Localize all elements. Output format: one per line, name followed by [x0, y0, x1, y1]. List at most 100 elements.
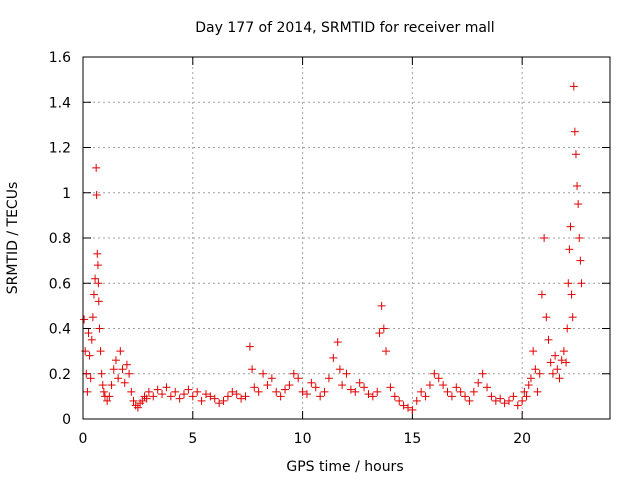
data-point: [430, 369, 439, 378]
data-point: [250, 383, 259, 392]
data-point: [439, 381, 448, 390]
data-point: [570, 127, 579, 136]
data-point: [518, 396, 527, 405]
data-point: [125, 369, 134, 378]
data-point: [456, 387, 465, 396]
data-point: [127, 387, 136, 396]
data-point: [133, 403, 142, 412]
data-point: [267, 374, 276, 383]
data-point: [382, 347, 391, 356]
data-point: [89, 290, 98, 299]
data-point: [120, 378, 129, 387]
data-point: [136, 399, 145, 408]
data-point: [564, 279, 573, 288]
data-points: [80, 82, 586, 414]
data-point: [346, 385, 355, 394]
data-point: [298, 387, 307, 396]
data-point: [272, 387, 281, 396]
data-point: [129, 396, 138, 405]
data-point: [138, 396, 147, 405]
y-tick-label: 0: [62, 412, 71, 428]
data-point: [421, 392, 430, 401]
data-point: [364, 390, 373, 399]
data-point: [259, 369, 268, 378]
data-point: [86, 374, 95, 383]
data-point: [551, 351, 560, 360]
data-point: [351, 387, 360, 396]
data-point: [219, 396, 228, 405]
y-tick-label: 0.6: [49, 276, 71, 292]
y-tick-label: 0.2: [49, 367, 71, 383]
data-point: [228, 387, 237, 396]
data-point: [529, 347, 538, 356]
data-point: [93, 261, 102, 270]
y-axis-label: SRMTID / TECUs: [5, 182, 21, 295]
data-point: [206, 392, 215, 401]
data-point: [122, 360, 131, 369]
data-point: [513, 401, 522, 410]
data-point: [248, 365, 257, 374]
data-point: [149, 392, 158, 401]
x-tick-label: 20: [513, 431, 531, 447]
data-point: [577, 279, 586, 288]
data-point: [166, 392, 175, 401]
data-point: [294, 374, 303, 383]
x-tick-label: 0: [79, 431, 88, 447]
data-point: [81, 347, 90, 356]
x-tick-label: 10: [294, 431, 312, 447]
data-point: [153, 385, 162, 394]
data-point: [285, 381, 294, 390]
data-point: [92, 191, 101, 200]
data-point: [469, 387, 478, 396]
data-point: [93, 249, 102, 258]
y-tick-label: 1.2: [49, 141, 71, 157]
data-point: [368, 392, 377, 401]
data-point: [118, 365, 127, 374]
x-tick-label: 5: [188, 431, 197, 447]
data-point: [109, 365, 118, 374]
data-point: [491, 396, 500, 405]
data-point: [316, 392, 325, 401]
data-point: [320, 387, 329, 396]
data-point: [111, 356, 120, 365]
data-point: [131, 401, 140, 410]
data-point: [434, 374, 443, 383]
data-point: [237, 394, 246, 403]
data-point: [504, 396, 513, 405]
data-point: [524, 381, 533, 390]
data-point: [142, 394, 151, 403]
data-point: [483, 383, 492, 392]
data-point: [197, 396, 206, 405]
data-point: [399, 401, 408, 410]
data-point: [94, 279, 103, 288]
data-point: [555, 374, 564, 383]
data-point: [443, 387, 452, 396]
data-point: [232, 390, 241, 399]
data-point: [567, 290, 576, 299]
data-point: [184, 385, 193, 394]
data-point: [80, 315, 89, 324]
data-point: [276, 392, 285, 401]
data-point: [386, 383, 395, 392]
y-tick-label: 1.6: [49, 50, 71, 66]
data-point: [425, 381, 434, 390]
data-point: [373, 387, 382, 396]
data-point: [408, 405, 417, 414]
data-point: [533, 387, 542, 396]
data-point: [377, 301, 386, 310]
data-point: [95, 324, 104, 333]
data-point: [289, 369, 298, 378]
data-point: [573, 181, 582, 190]
data-point: [569, 82, 578, 91]
plot-border: [82, 56, 611, 420]
data-point: [535, 369, 544, 378]
data-point: [496, 394, 505, 403]
data-point: [210, 394, 219, 403]
data-point: [566, 222, 575, 231]
data-point: [107, 381, 116, 390]
data-point: [447, 392, 456, 401]
data-point: [215, 399, 224, 408]
data-point: [379, 324, 388, 333]
data-point: [544, 335, 553, 344]
data-point: [568, 313, 577, 322]
